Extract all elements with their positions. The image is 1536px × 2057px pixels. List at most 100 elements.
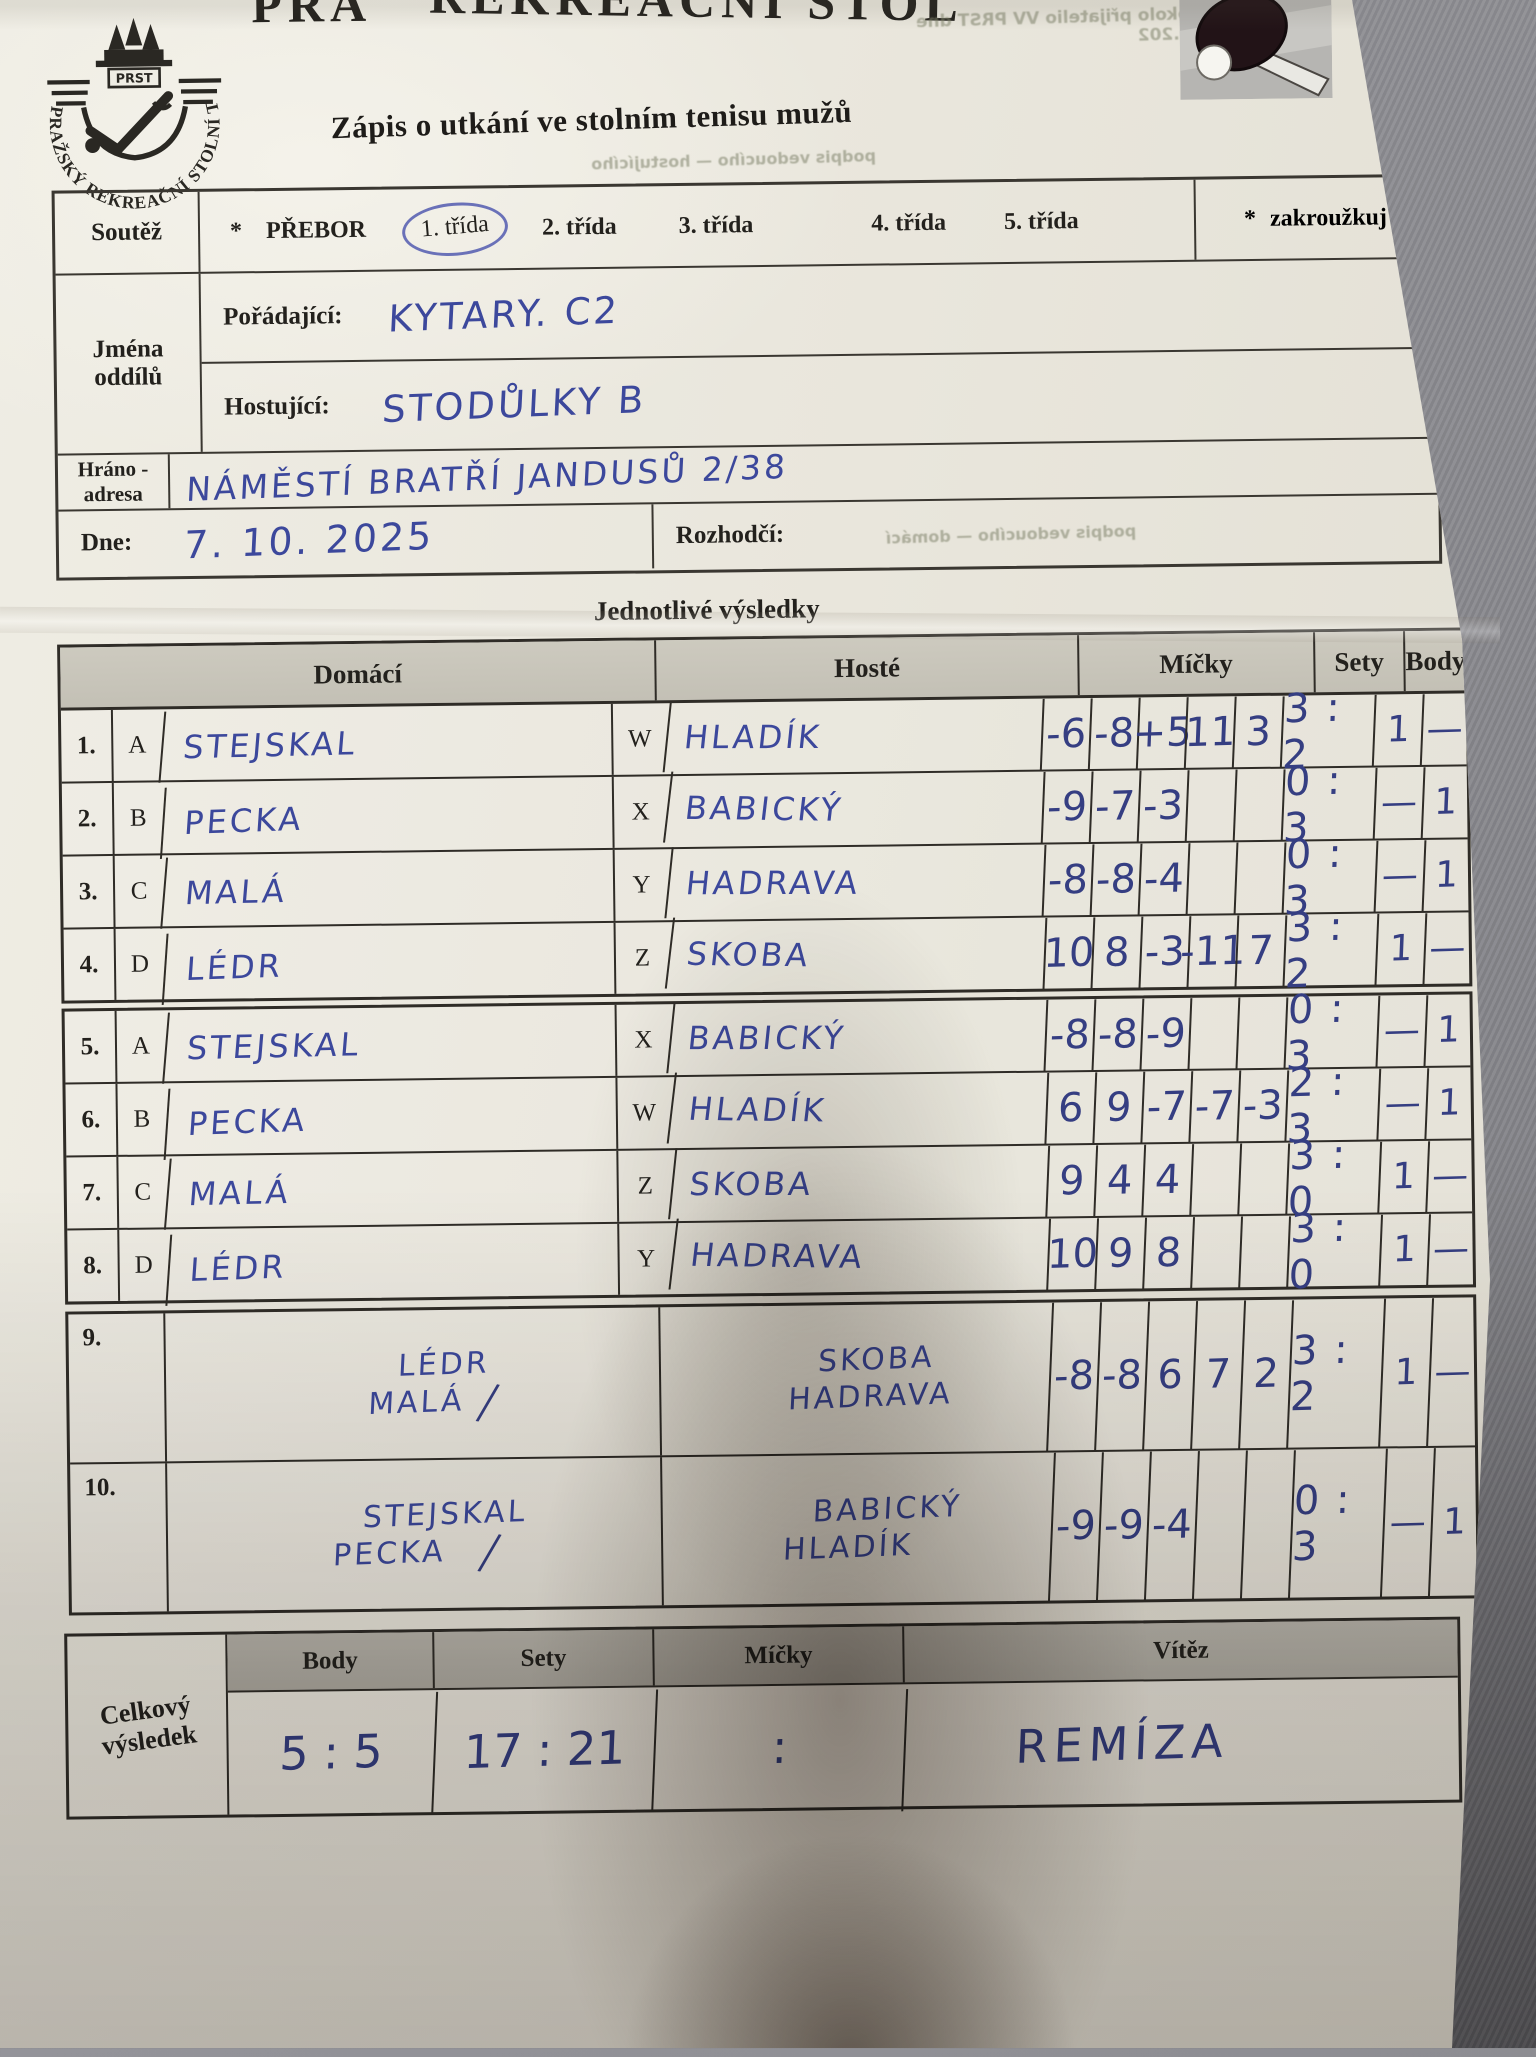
header-hoste: Hosté [654,635,1077,700]
home-player: LÉDR [165,1218,620,1306]
points-home: — [1374,839,1425,912]
bleed-through-text: otokolo přijatelio VV PRST dne 9.9.202 [879,4,1210,54]
balls-set4 [1186,842,1237,915]
total-winner-value: REMÍZA [901,1673,1461,1812]
balls-set2: 8 [1091,916,1142,989]
balls-set1: 10 [1043,917,1094,990]
guest-player: HLADÍK [667,1073,1050,1148]
balls-set1: 6 [1044,1072,1095,1145]
balls-set5: 7 [1234,914,1285,987]
guest-letter: W [611,703,667,775]
guest-letter: Y [613,849,669,921]
sets-score: 3 : 2 [1286,1298,1384,1449]
home-letter: C [113,855,164,927]
class-option-circled: 1. třída [400,198,510,260]
logo-abbr: PRST [116,70,153,85]
total-body-value: 5 : 5 [226,1688,436,1816]
results-title: Jednotlivé výsledky [7,586,1407,634]
balls-set2: -9 [1096,1451,1150,1601]
balls-set1: 9 [1045,1145,1096,1218]
balls-set4: -7 [1188,1070,1239,1143]
table-tennis-paddle-image [1179,0,1332,100]
referee-cell: Rozhodčí: [651,495,1439,569]
balls-set4 [1190,1216,1241,1289]
balls-set2: -8 [1090,843,1141,916]
points-guest: 1 [1428,1447,1479,1597]
home-player: MALÁ [164,1148,620,1229]
star-mark: * [1244,205,1256,232]
balls-set2: -8 [1094,1301,1148,1451]
points-guest: 1 [1421,766,1469,838]
guest-letter: W [615,1077,671,1149]
guest-letter: X [615,1004,671,1076]
balls-set5 [1237,1142,1288,1215]
match-number: 3. [63,856,114,928]
balls-set4: -11 [1187,915,1238,988]
balls-set5 [1234,841,1285,914]
match-number: 4. [64,929,115,1001]
match-number: 10. [70,1463,167,1612]
balls-set4 [1188,997,1239,1070]
balls-set5: 2 [1238,1299,1292,1449]
balls-set4: 11 [1184,696,1235,769]
venue-label: Hráno - adresa [58,454,171,509]
balls-set3: 8 [1142,1216,1193,1289]
smiley-paddle-icon [84,96,187,159]
balls-set2: -8 [1092,998,1143,1071]
balls-set3: +5 [1136,696,1187,769]
balls-set1: 10 [1046,1218,1097,1291]
balls-set3: -9 [1140,997,1191,1070]
total-header-body: Body [227,1632,433,1691]
total-label: Celkový výsledek [65,1685,230,1766]
home-player: MALÁ [160,847,616,928]
balls-set4: 7 [1190,1300,1244,1450]
home-team-label: Pořádající: [201,302,343,332]
balls-set3: -4 [1138,842,1189,915]
balls-set4 [1185,769,1236,842]
venue-value: NÁMĚSTÍ BRATŘÍ JANDUSŮ 2/38 [185,446,789,508]
guest-letter: Y [617,1223,673,1295]
guest-player: SKOBA [668,1148,1050,1220]
guest-team-label: Hostující: [202,392,330,422]
class-option: 3. třída [679,212,754,240]
points-guest: — [1426,1297,1477,1447]
total-result-table: Celkový výsledek Body Sety Míčky Vítěz 5… [64,1617,1462,1820]
home-team-row: Pořádající: KYTARY. C2 [201,259,1437,362]
points-home: — [1373,766,1424,839]
sets-score: 0 : 3 [1288,1448,1386,1599]
balls-set4 [1189,1143,1240,1216]
balls-set5 [1233,768,1284,841]
guest-letter: Z [614,922,670,994]
match-number: 6. [65,1084,116,1156]
home-letter: D [117,1229,168,1301]
guest-player: BABICKÝ [663,772,1046,847]
points-home: 1 [1378,1213,1429,1286]
points-home: — [1380,1447,1434,1597]
home-letter: D [114,928,165,1000]
balls-set5: -3 [1236,1069,1287,1142]
points-guest: 1 [1424,1067,1472,1139]
balls-set2: 9 [1092,1071,1143,1144]
guest-letter: X [612,776,668,848]
home-letter: A [115,1010,166,1082]
home-player: LÉDR [162,917,617,1005]
guest-letter: Z [616,1150,672,1222]
class-option: 4. třída [871,209,946,237]
home-letter: C [116,1156,167,1228]
referee-label: Rozhodčí: [654,521,785,551]
team-names-label: Jména oddílů [56,274,203,454]
sets-score: 3 : 0 [1286,1214,1381,1288]
points-guest: — [1426,1213,1474,1285]
results-table-block1: Domácí Hosté Míčky Sety Body 1. A STEJSK… [57,627,1472,1003]
star-mark: * [230,218,242,245]
balls-set1: -8 [1044,999,1095,1072]
castle-icon [95,17,172,67]
home-letter: A [111,709,162,781]
points-guest: — [1425,1140,1473,1212]
points-home: 1 [1377,1140,1428,1213]
